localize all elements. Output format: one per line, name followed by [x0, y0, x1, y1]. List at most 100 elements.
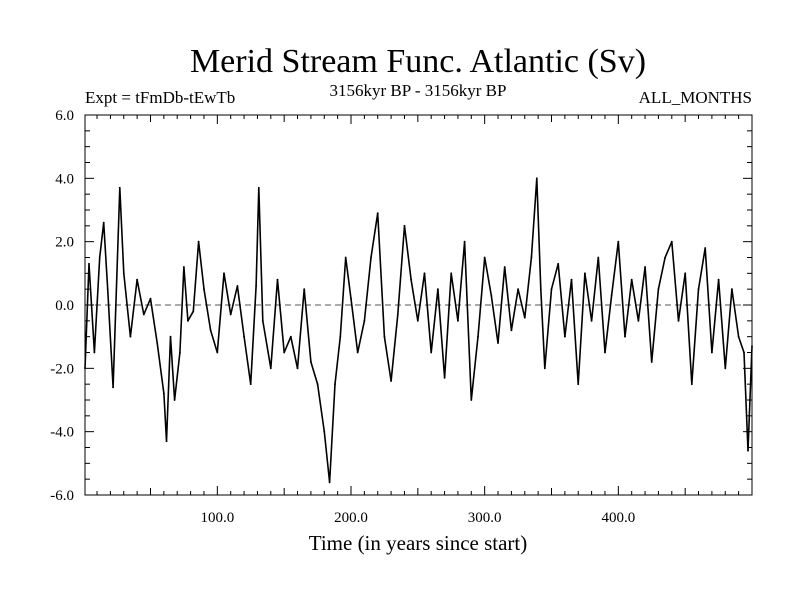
y-tick-label: -2.0 — [50, 361, 74, 377]
data-point — [187, 319, 189, 322]
tick-labels: -6.0 -4.0 -2.0 0.0 2.0 4.0 6.0 100.0 200.0 300.0 4… — [50, 108, 635, 526]
data-point — [577, 383, 580, 386]
data-point — [510, 329, 513, 332]
data-point — [416, 319, 419, 322]
data-point — [657, 288, 660, 291]
data-point — [203, 288, 205, 291]
y-tick-label: 6.0 — [55, 108, 74, 124]
data-point — [98, 256, 101, 259]
data-point — [737, 335, 740, 338]
data-points — [84, 177, 753, 484]
data-point — [624, 335, 626, 338]
data-point — [183, 266, 185, 268]
y-tick-label: -6.0 — [50, 488, 74, 504]
data-point — [670, 240, 673, 243]
data-point — [118, 186, 121, 189]
data-point — [396, 313, 399, 316]
data-point — [677, 319, 680, 322]
experiment-label: Expt = tFmDb-tEwTb — [85, 88, 235, 107]
data-point — [604, 351, 606, 354]
data-point — [243, 335, 245, 338]
data-point — [470, 399, 473, 401]
data-point — [269, 367, 272, 370]
data-point — [697, 288, 700, 291]
data-point — [584, 272, 586, 275]
data-point — [303, 288, 306, 291]
data-point — [192, 310, 195, 313]
x-tick-label: 400.0 — [601, 510, 635, 526]
data-point — [630, 278, 633, 281]
data-point — [664, 256, 667, 259]
data-point — [483, 256, 486, 259]
data-point — [457, 319, 459, 322]
data-point — [112, 386, 114, 389]
data-point — [169, 335, 172, 338]
data-point — [136, 278, 139, 281]
data-point — [610, 294, 613, 297]
data-point — [747, 449, 749, 452]
data-point — [173, 399, 176, 401]
data-point — [684, 272, 687, 275]
data-point — [383, 335, 386, 338]
data-point — [142, 313, 145, 316]
series-line — [84, 177, 753, 484]
y-tick-label: -4.0 — [50, 425, 74, 441]
data-point — [690, 383, 693, 386]
data-point — [149, 297, 152, 300]
data-point — [223, 272, 225, 275]
data-point — [363, 319, 366, 322]
data-point — [88, 262, 90, 265]
data-point — [543, 367, 546, 370]
data-point — [296, 367, 299, 370]
data-point — [334, 383, 336, 386]
data-point — [423, 272, 426, 275]
data-point — [535, 177, 538, 180]
data-point — [503, 266, 506, 268]
data-point — [257, 186, 260, 189]
data-point — [539, 288, 542, 291]
data-point — [249, 383, 252, 386]
data-point — [255, 285, 257, 287]
data-point — [557, 262, 560, 265]
data-point — [344, 256, 347, 259]
data-point — [731, 288, 733, 291]
data-point — [328, 481, 331, 484]
data-point — [356, 351, 359, 354]
data-point — [376, 212, 379, 215]
months-label: ALL_MONTHS — [639, 88, 752, 107]
y-tick-label: 2.0 — [55, 235, 74, 251]
data-point — [563, 335, 566, 338]
data-point — [236, 285, 239, 287]
data-point — [106, 288, 109, 291]
data-point — [309, 361, 312, 363]
data-point — [430, 351, 433, 354]
data-point — [339, 335, 342, 338]
data-point — [597, 256, 600, 259]
period-label: 3156kyr BP - 3156kyr BP — [330, 81, 507, 100]
data-point — [724, 367, 727, 370]
data-point — [450, 272, 453, 275]
data-point — [650, 361, 653, 363]
data-point — [443, 376, 446, 379]
data-point — [102, 221, 105, 224]
data-point — [276, 278, 279, 281]
x-tick-label: 200.0 — [334, 510, 368, 526]
data-point — [229, 313, 232, 316]
data-point — [261, 319, 264, 322]
data-point — [644, 266, 646, 268]
x-tick-label: 300.0 — [468, 510, 502, 526]
data-point — [403, 224, 406, 227]
plot-frame — [84, 114, 753, 496]
axis-ticks — [85, 114, 753, 496]
data-point — [490, 294, 493, 297]
data-point — [530, 256, 533, 259]
data-point — [497, 342, 499, 344]
data-point — [704, 247, 707, 249]
data-point — [162, 392, 165, 395]
data-point — [743, 351, 745, 354]
data-point — [463, 240, 466, 243]
data-point — [370, 256, 372, 259]
data-point — [93, 351, 96, 354]
data-point — [179, 351, 181, 354]
